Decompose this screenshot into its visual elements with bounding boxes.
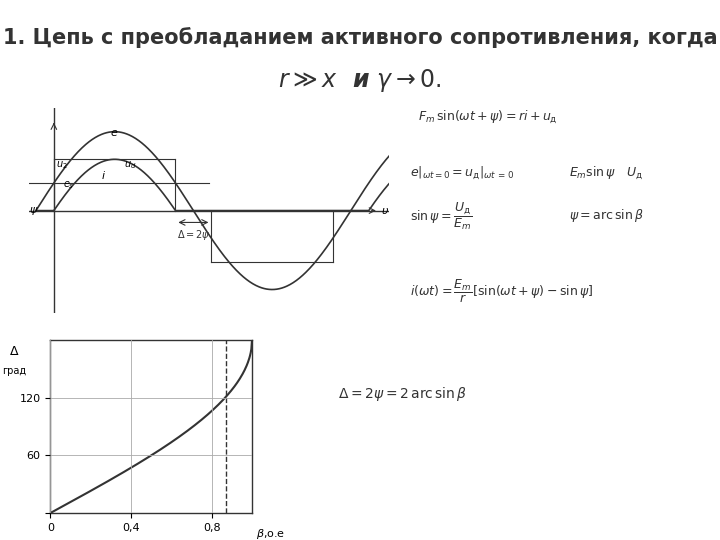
Text: $i$: $i$ [102,169,107,181]
Text: $\sin\psi=\dfrac{U_\text{д}}{E_m}$: $\sin\psi=\dfrac{U_\text{д}}{E_m}$ [410,200,473,232]
Text: град: град [2,366,26,376]
Text: $u_2$: $u_2$ [55,159,67,171]
Text: 1. Цепь с преобладанием активного сопротивления, когда: 1. Цепь с преобладанием активного сопрот… [3,27,717,48]
Text: $F_m\,\sin(\omega t+\psi)=ri+u_\text{д}$: $F_m\,\sin(\omega t+\psi)=ri+u_\text{д}$ [418,107,557,125]
Text: $\Delta$: $\Delta$ [9,345,19,357]
Text: $i(\omega t)=\dfrac{E_m}{r}[\sin(\omega t+\psi)-\sin\psi]$: $i(\omega t)=\dfrac{E_m}{r}[\sin(\omega … [410,278,593,305]
Text: $e$: $e$ [110,127,118,138]
Text: $\upsilon$: $\upsilon$ [382,206,390,215]
Text: $\psi$: $\psi$ [30,205,39,217]
Text: $u_d$: $u_d$ [124,159,137,171]
Text: $e_s$: $e_s$ [63,179,75,191]
Text: $e|_{\omega t=0}=u_\text{д}|_{\omega t\,=\,0}$: $e|_{\omega t=0}=u_\text{д}|_{\omega t\,… [410,164,516,181]
Text: $E_m\sin\psi\quad U_\text{д}$: $E_m\sin\psi\quad U_\text{д}$ [569,164,643,181]
Text: $\beta$,о.е: $\beta$,о.е [256,527,285,540]
Text: $r \gg x$  и $\gamma \to 0.$: $r \gg x$ и $\gamma \to 0.$ [278,68,442,94]
Text: $\Delta=2\psi$: $\Delta=2\psi$ [176,228,210,242]
Text: $\psi=\text{arc}\,\sin\beta$: $\psi=\text{arc}\,\sin\beta$ [569,207,644,225]
Text: $\Delta=2\psi=2\,\text{arc}\,\sin\beta$: $\Delta=2\psi=2\,\text{arc}\,\sin\beta$ [338,385,468,403]
